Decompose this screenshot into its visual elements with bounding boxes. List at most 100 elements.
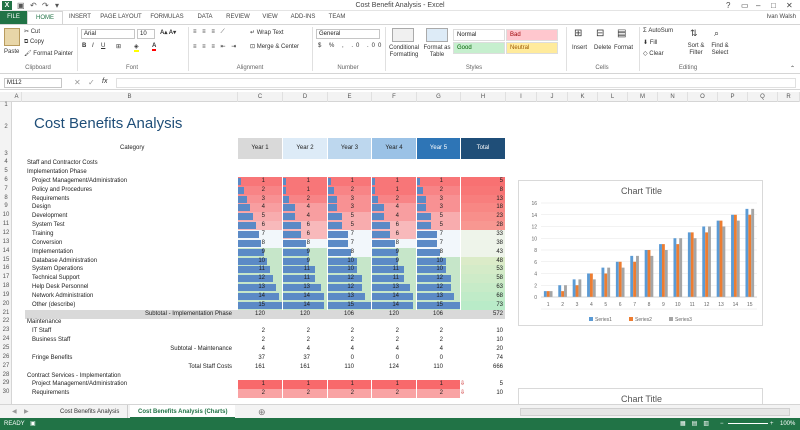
- row-header[interactable]: 28: [2, 371, 10, 378]
- value-cell[interactable]: 4: [350, 346, 354, 352]
- value-cell[interactable]: 63: [496, 284, 503, 291]
- value-cell[interactable]: 572: [492, 310, 503, 317]
- cancel-icon[interactable]: ✕: [74, 78, 81, 87]
- row-label[interactable]: Requirements: [32, 390, 70, 397]
- value-cell[interactable]: 1: [395, 177, 399, 184]
- value-cell[interactable]: 15: [347, 301, 354, 308]
- year-5-header[interactable]: Year 5: [417, 138, 460, 159]
- value-cell[interactable]: 11: [392, 266, 399, 273]
- value-cell[interactable]: 18: [496, 204, 503, 211]
- row-header[interactable]: 14: [2, 247, 10, 254]
- value-cell[interactable]: 13: [303, 284, 310, 291]
- style-bad[interactable]: Bad: [506, 29, 558, 41]
- row-label[interactable]: Policy and Procedures: [32, 186, 93, 193]
- value-cell[interactable]: 37: [303, 354, 310, 361]
- total-header[interactable]: Total: [461, 138, 505, 159]
- bold-icon[interactable]: B: [82, 43, 87, 49]
- zoom-level[interactable]: 100%: [780, 421, 796, 427]
- value-cell[interactable]: 2: [261, 186, 265, 193]
- minimize-icon[interactable]: –: [756, 1, 761, 10]
- row-header[interactable]: 5: [4, 168, 8, 174]
- font-color-icon[interactable]: A: [152, 43, 157, 51]
- column-header[interactable]: A: [12, 92, 22, 102]
- font-name-select[interactable]: Arial: [81, 29, 135, 39]
- name-box[interactable]: M112: [4, 78, 62, 88]
- save-icon[interactable]: ▣: [17, 1, 25, 10]
- value-cell[interactable]: 4: [395, 346, 399, 352]
- value-cell[interactable]: 33: [496, 230, 503, 237]
- year-1-header[interactable]: Year 1: [238, 138, 282, 159]
- value-cell[interactable]: 2: [261, 390, 265, 397]
- value-cell[interactable]: 161: [254, 363, 265, 370]
- value-cell[interactable]: 2: [439, 337, 443, 344]
- row-label[interactable]: Design: [32, 204, 51, 211]
- align-top-icons[interactable]: ≡ ≡ ≡ ⟋: [193, 29, 227, 35]
- value-cell[interactable]: 13: [496, 195, 503, 202]
- value-cell[interactable]: 1: [306, 177, 310, 184]
- insert-button[interactable]: Insert: [572, 45, 588, 51]
- conditional-formatting-icon[interactable]: [392, 28, 414, 42]
- row-header[interactable]: 22: [2, 318, 10, 325]
- value-cell[interactable]: 3: [439, 195, 443, 202]
- value-cell[interactable]: 110: [344, 363, 354, 370]
- user-name[interactable]: Ivan Walsh: [766, 14, 796, 20]
- value-cell[interactable]: 1: [395, 381, 399, 388]
- value-cell[interactable]: 1: [306, 186, 310, 193]
- value-cell[interactable]: 6: [261, 222, 265, 229]
- row-header[interactable]: 29: [2, 380, 10, 387]
- column-header[interactable]: G: [417, 92, 461, 102]
- value-cell[interactable]: 2: [439, 186, 443, 193]
- row-header[interactable]: 18: [2, 283, 10, 290]
- value-cell[interactable]: 1: [261, 177, 265, 184]
- chart-1-title[interactable]: Chart Title: [620, 186, 662, 196]
- collapse-ribbon-icon[interactable]: ⌃: [790, 66, 796, 72]
- value-cell[interactable]: 7: [350, 230, 354, 237]
- horizontal-scrollbar[interactable]: [520, 408, 790, 416]
- format-painter-button[interactable]: 🖌 Format Painter: [24, 50, 73, 57]
- column-header[interactable]: J: [537, 92, 568, 102]
- column-header[interactable]: H: [461, 92, 506, 102]
- row-label[interactable]: Help Desk Personnel: [32, 284, 89, 291]
- value-cell[interactable]: 14: [303, 292, 310, 299]
- maintenance-label[interactable]: Maintenance: [27, 319, 62, 326]
- underline-icon[interactable]: U: [101, 43, 106, 49]
- value-cell[interactable]: 8: [439, 248, 443, 255]
- row-header[interactable]: 13: [2, 238, 10, 245]
- sort-filter-button[interactable]: Sort & Filter: [687, 43, 705, 56]
- value-cell[interactable]: 2: [350, 390, 354, 397]
- row-label[interactable]: Implementation: [32, 248, 74, 255]
- value-cell[interactable]: 12: [258, 275, 265, 282]
- column-header[interactable]: E: [328, 92, 372, 102]
- value-cell[interactable]: 2: [350, 337, 354, 344]
- tab-add-ins[interactable]: ADD-INS: [290, 14, 316, 20]
- value-cell[interactable]: 28: [496, 222, 503, 229]
- sheet-tab-cost-benefits[interactable]: Cost Benefits Analysis: [52, 405, 129, 419]
- value-cell[interactable]: 8: [395, 239, 399, 246]
- row-header[interactable]: 2: [4, 124, 8, 130]
- row-label[interactable]: Conversion: [32, 239, 63, 246]
- format-button[interactable]: Format: [614, 45, 634, 51]
- value-cell[interactable]: 12: [347, 284, 354, 291]
- value-cell[interactable]: 161: [299, 363, 310, 370]
- value-cell[interactable]: 6: [395, 222, 399, 229]
- maximize-icon[interactable]: □: [771, 1, 776, 10]
- tab-home[interactable]: HOME: [27, 11, 63, 24]
- delete-cells-icon[interactable]: ⊟: [596, 28, 605, 39]
- row-label[interactable]: Development: [32, 213, 68, 220]
- row-label[interactable]: Other (describe): [32, 301, 76, 308]
- row-header[interactable]: 1: [4, 102, 8, 108]
- row-label[interactable]: IT Staff: [32, 328, 52, 335]
- cut-button[interactable]: ✂ Cut: [24, 28, 40, 35]
- row-header[interactable]: 7: [4, 185, 8, 192]
- column-header[interactable]: D: [283, 92, 328, 102]
- number-format-select[interactable]: General: [316, 29, 380, 39]
- value-cell[interactable]: 3: [439, 204, 443, 211]
- row-header[interactable]: 11: [2, 221, 10, 228]
- value-cell[interactable]: 1: [439, 177, 443, 184]
- value-cell[interactable]: 4: [261, 346, 265, 352]
- row-header[interactable]: 25: [2, 345, 10, 351]
- value-cell[interactable]: 0: [395, 354, 399, 361]
- function-icon[interactable]: fx: [102, 78, 108, 85]
- value-cell[interactable]: 0: [350, 354, 354, 361]
- autosum-button[interactable]: Σ AutoSum: [643, 28, 673, 34]
